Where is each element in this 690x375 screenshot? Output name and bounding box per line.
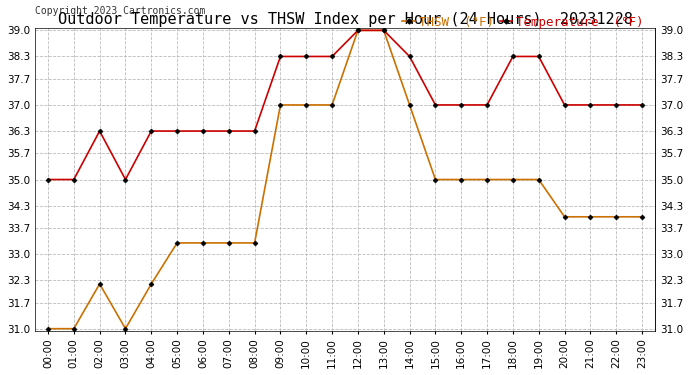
Legend: THSW  (°F), Temperature  (°F): THSW (°F), Temperature (°F) xyxy=(397,10,649,34)
Title: Outdoor Temperature vs THSW Index per Hour (24 Hours)  20231228: Outdoor Temperature vs THSW Index per Ho… xyxy=(57,12,633,27)
Text: Copyright 2023 Cartronics.com: Copyright 2023 Cartronics.com xyxy=(35,6,206,16)
